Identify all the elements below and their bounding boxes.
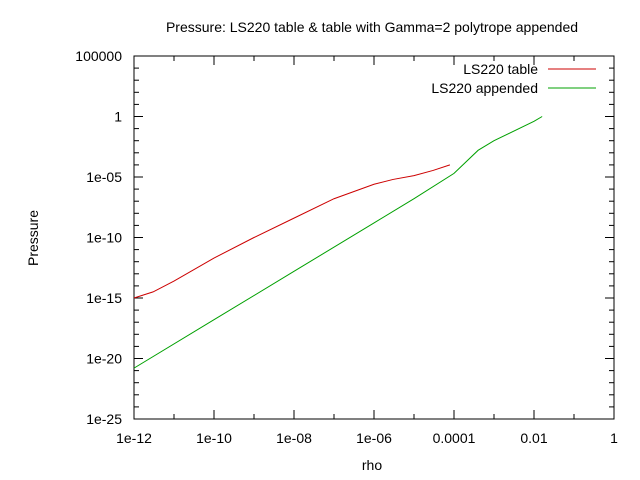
axis-ticks: 1e-12 1e-10 1e-08 1e-06 0.0001 0.01 1 1e-25 1e-2… [75,48,618,446]
y-tick-label: 1e-10 [86,230,122,246]
x-tick-label: 0.0001 [433,430,476,446]
y-tick-label: 1e-25 [86,411,122,427]
x-tick-label: 1e-06 [356,430,392,446]
legend-label: LS220 table [463,61,538,77]
x-axis-label: rho [362,457,382,473]
y-tick-label: 100000 [75,48,122,64]
x-tick-label: 1 [610,430,618,446]
y-axis-label: Pressure [25,210,41,266]
y-tick-label: 1e-05 [86,169,122,185]
series-line-1 [133,164,451,299]
x-tick-label: 1e-12 [116,430,152,446]
y-tick-label: 1e-20 [86,351,122,367]
chart-title: Pressure: LS220 table & table with Gamma… [166,19,578,35]
plot-frame [133,55,615,420]
x-tick-label: 1e-10 [196,430,232,446]
legend-label: LS220 appended [431,80,538,96]
series-layer [133,116,543,369]
x-tick-label: 1e-08 [276,430,312,446]
y-tick-label: 1e-15 [86,290,122,306]
x-tick-label: 0.01 [520,430,547,446]
series-line-2 [133,116,543,369]
y-tick-label: 1 [114,109,122,125]
legend: LS220 table LS220 appended [431,61,596,96]
